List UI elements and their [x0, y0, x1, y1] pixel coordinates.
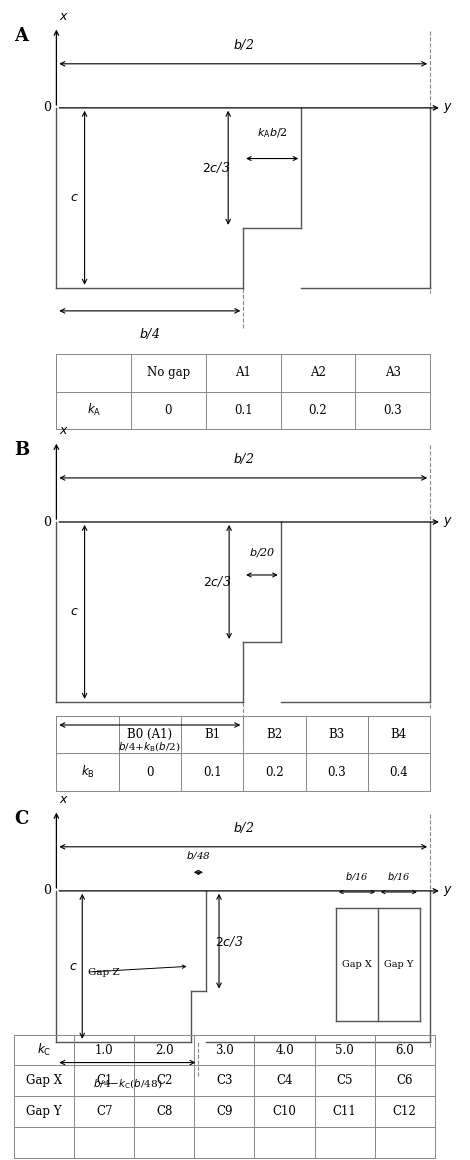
- Text: $b$/4: $b$/4: [139, 326, 160, 341]
- Text: $x$: $x$: [59, 793, 69, 806]
- Text: $2c$/3: $2c$/3: [203, 574, 232, 589]
- Text: 0: 0: [43, 884, 51, 898]
- Text: $b$/20: $b$/20: [249, 545, 275, 559]
- Text: C1: C1: [96, 1074, 112, 1087]
- Text: 0.2: 0.2: [309, 404, 327, 416]
- Text: C: C: [14, 810, 29, 828]
- Text: $b$/2: $b$/2: [233, 451, 254, 466]
- Text: $c$: $c$: [70, 959, 78, 973]
- Text: $x$: $x$: [59, 10, 69, 23]
- Text: $k_\mathrm{A}b$/2: $k_\mathrm{A}b$/2: [257, 126, 288, 140]
- Text: 0.1: 0.1: [234, 404, 252, 416]
- Text: 5.0: 5.0: [335, 1044, 354, 1057]
- Text: Gap X: Gap X: [342, 960, 372, 969]
- Text: $k_\mathrm{C}$: $k_\mathrm{C}$: [37, 1042, 51, 1058]
- Text: No gap: No gap: [147, 367, 190, 379]
- Text: Gap Y: Gap Y: [384, 960, 414, 969]
- Text: 0.2: 0.2: [265, 766, 284, 778]
- Text: $b$/16: $b$/16: [345, 870, 369, 882]
- Text: $2c$/3: $2c$/3: [215, 934, 243, 949]
- Text: C2: C2: [156, 1074, 172, 1087]
- Text: B4: B4: [391, 728, 407, 741]
- Text: A3: A3: [384, 367, 401, 379]
- Text: $b$/16: $b$/16: [387, 870, 411, 882]
- Text: $c$: $c$: [70, 606, 78, 618]
- Text: 3.0: 3.0: [215, 1044, 234, 1057]
- Text: C9: C9: [216, 1105, 233, 1118]
- Text: B: B: [14, 441, 29, 459]
- Text: Gap X: Gap X: [26, 1074, 62, 1087]
- Text: C10: C10: [273, 1105, 297, 1118]
- Text: $b$/2: $b$/2: [233, 820, 254, 835]
- Text: 2.0: 2.0: [155, 1044, 173, 1057]
- Text: $b$/4$-$$k_\mathrm{C}$($b$/48): $b$/4$-$$k_\mathrm{C}$($b$/48): [93, 1078, 162, 1092]
- Text: $y$: $y$: [443, 884, 453, 898]
- Text: 1.0: 1.0: [95, 1044, 114, 1057]
- Text: B2: B2: [266, 728, 282, 741]
- Text: 4.0: 4.0: [275, 1044, 294, 1057]
- Text: C11: C11: [333, 1105, 356, 1118]
- Text: $k_\mathrm{B}$: $k_\mathrm{B}$: [81, 764, 94, 781]
- Text: 0: 0: [146, 766, 154, 778]
- Text: $x$: $x$: [59, 425, 69, 437]
- Text: C7: C7: [96, 1105, 112, 1118]
- Text: A1: A1: [235, 367, 251, 379]
- Text: $k_\mathrm{A}$: $k_\mathrm{A}$: [86, 403, 101, 419]
- Text: C8: C8: [156, 1105, 172, 1118]
- Text: B1: B1: [204, 728, 220, 741]
- Text: C6: C6: [397, 1074, 413, 1087]
- Text: 0: 0: [165, 404, 172, 416]
- Text: A2: A2: [310, 367, 326, 379]
- Text: B0 (A1): B0 (A1): [127, 728, 172, 741]
- Text: $b$/48: $b$/48: [186, 849, 211, 861]
- Text: C3: C3: [216, 1074, 233, 1087]
- Text: Gap Z: Gap Z: [88, 967, 120, 977]
- Text: $b$/2: $b$/2: [233, 37, 254, 52]
- Text: C12: C12: [393, 1105, 416, 1118]
- Text: C4: C4: [276, 1074, 293, 1087]
- Text: B3: B3: [329, 728, 345, 741]
- Text: 0.1: 0.1: [203, 766, 221, 778]
- Text: $c$: $c$: [70, 191, 78, 204]
- Text: $y$: $y$: [443, 101, 453, 115]
- Text: 0.3: 0.3: [327, 766, 346, 778]
- Text: 0: 0: [43, 101, 51, 115]
- Text: 0.3: 0.3: [384, 404, 402, 416]
- Text: $b$/4+$k_\mathrm{B}$($b$/2): $b$/4+$k_\mathrm{B}$($b$/2): [118, 740, 181, 754]
- Text: Gap Y: Gap Y: [26, 1105, 62, 1118]
- Text: 6.0: 6.0: [395, 1044, 414, 1057]
- Text: $y$: $y$: [443, 515, 453, 529]
- Text: A: A: [14, 27, 28, 45]
- Text: 0.4: 0.4: [390, 766, 408, 778]
- Text: $2c$/3: $2c$/3: [202, 160, 231, 175]
- Text: C5: C5: [337, 1074, 353, 1087]
- Text: 0: 0: [43, 515, 51, 529]
